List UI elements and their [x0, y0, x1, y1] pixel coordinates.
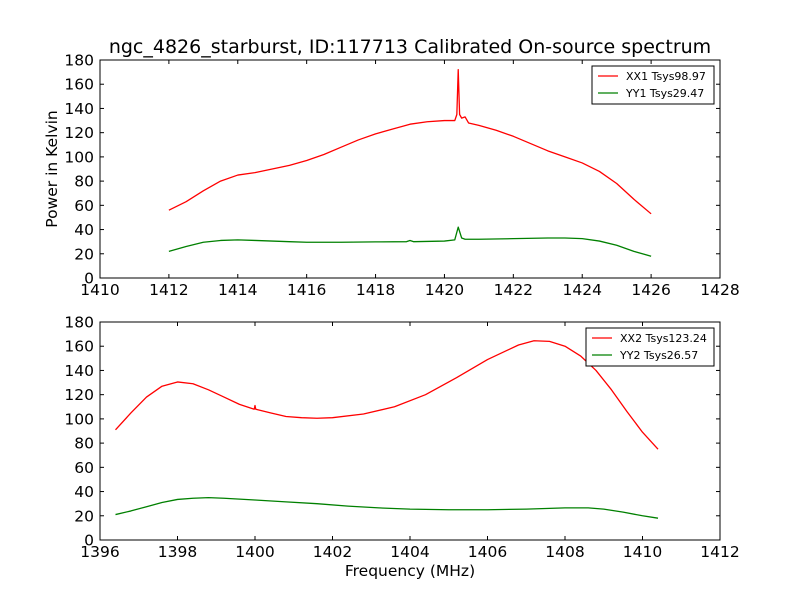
x-axis-label: Frequency (MHz) [345, 562, 475, 580]
x-tick-label: 1402 [313, 543, 352, 561]
x-tick-label: 1400 [235, 543, 274, 561]
legend: XX1 Tsys98.97 YY1 Tsys29.47 [591, 65, 715, 105]
axes-frame [99, 59, 721, 279]
legend-label: XX2 Tsys123.24 [620, 332, 707, 345]
x-tick-label: 1428 [700, 281, 739, 299]
legend: XX2 Tsys123.24 YY2 Tsys26.57 [585, 327, 715, 367]
legend-box [591, 65, 715, 105]
x-tick-label: 1416 [287, 281, 326, 299]
x-tick-label: 1418 [356, 281, 395, 299]
legend-label: YY1 Tsys29.47 [625, 87, 704, 100]
y-tick-label: 140 [64, 100, 94, 118]
y-tick-label: 100 [64, 410, 94, 428]
x-tick-label: 1426 [631, 281, 670, 299]
y-tick-label: 120 [64, 124, 94, 142]
y-tick-label: 120 [64, 386, 94, 404]
y-tick-label: 0 [84, 532, 94, 550]
x-tick-label: 1420 [425, 281, 464, 299]
x-tick-label: 1410 [80, 281, 119, 299]
y-tick-label: 60 [74, 459, 94, 477]
y-tick-label: 80 [74, 435, 94, 453]
legend-box [585, 327, 715, 367]
legend-label: XX1 Tsys98.97 [626, 70, 706, 83]
x-tick-label: 1406 [468, 543, 507, 561]
y-tick-label: 20 [74, 245, 94, 263]
y-tick-label: 100 [64, 148, 94, 166]
bottom-panel: 1396 1398 1400 1402 1404 1406 1408 1410 1412 0 20 4… [64, 314, 739, 581]
x-tick-label: 1408 [545, 543, 584, 561]
y-tick-label: 140 [64, 362, 94, 380]
x-tick-label: 1424 [562, 281, 601, 299]
y-axis-label: Power in Kelvin [43, 110, 61, 227]
y-tick-label: 40 [74, 483, 94, 501]
x-tick-label: 1404 [390, 543, 429, 561]
x-tick-label: 1410 [623, 543, 662, 561]
y-tick-label: 40 [74, 221, 94, 239]
y-tick-label: 160 [64, 338, 94, 356]
y-tick-label: 20 [74, 507, 94, 525]
x-tick-label: 1396 [80, 543, 119, 561]
legend-label: YY2 Tsys26.57 [619, 349, 698, 362]
top-panel: 1410 1412 1414 1416 1418 1420 1422 1424 1426 1428… [43, 52, 740, 300]
series-line-xx1 [168, 69, 652, 215]
x-tick-label: 1414 [218, 281, 257, 299]
y-tick-label: 0 [84, 270, 94, 288]
series-line-yy2 [115, 496, 659, 519]
series-line-yy1 [168, 226, 652, 257]
series-line-xx2 [115, 340, 659, 450]
y-tick-label: 180 [64, 52, 94, 70]
x-tick-label: 1422 [494, 281, 533, 299]
chart-title: ngc_4826_starburst, ID:117713 Calibrated… [109, 36, 711, 58]
x-tick-label: 1412 [149, 281, 188, 299]
y-tick-label: 180 [64, 314, 94, 332]
y-tick-label: 80 [74, 173, 94, 191]
y-tick-label: 160 [64, 76, 94, 94]
y-tick-label: 60 [74, 197, 94, 215]
x-tick-label: 1398 [158, 543, 197, 561]
x-tick-label: 1412 [700, 543, 739, 561]
